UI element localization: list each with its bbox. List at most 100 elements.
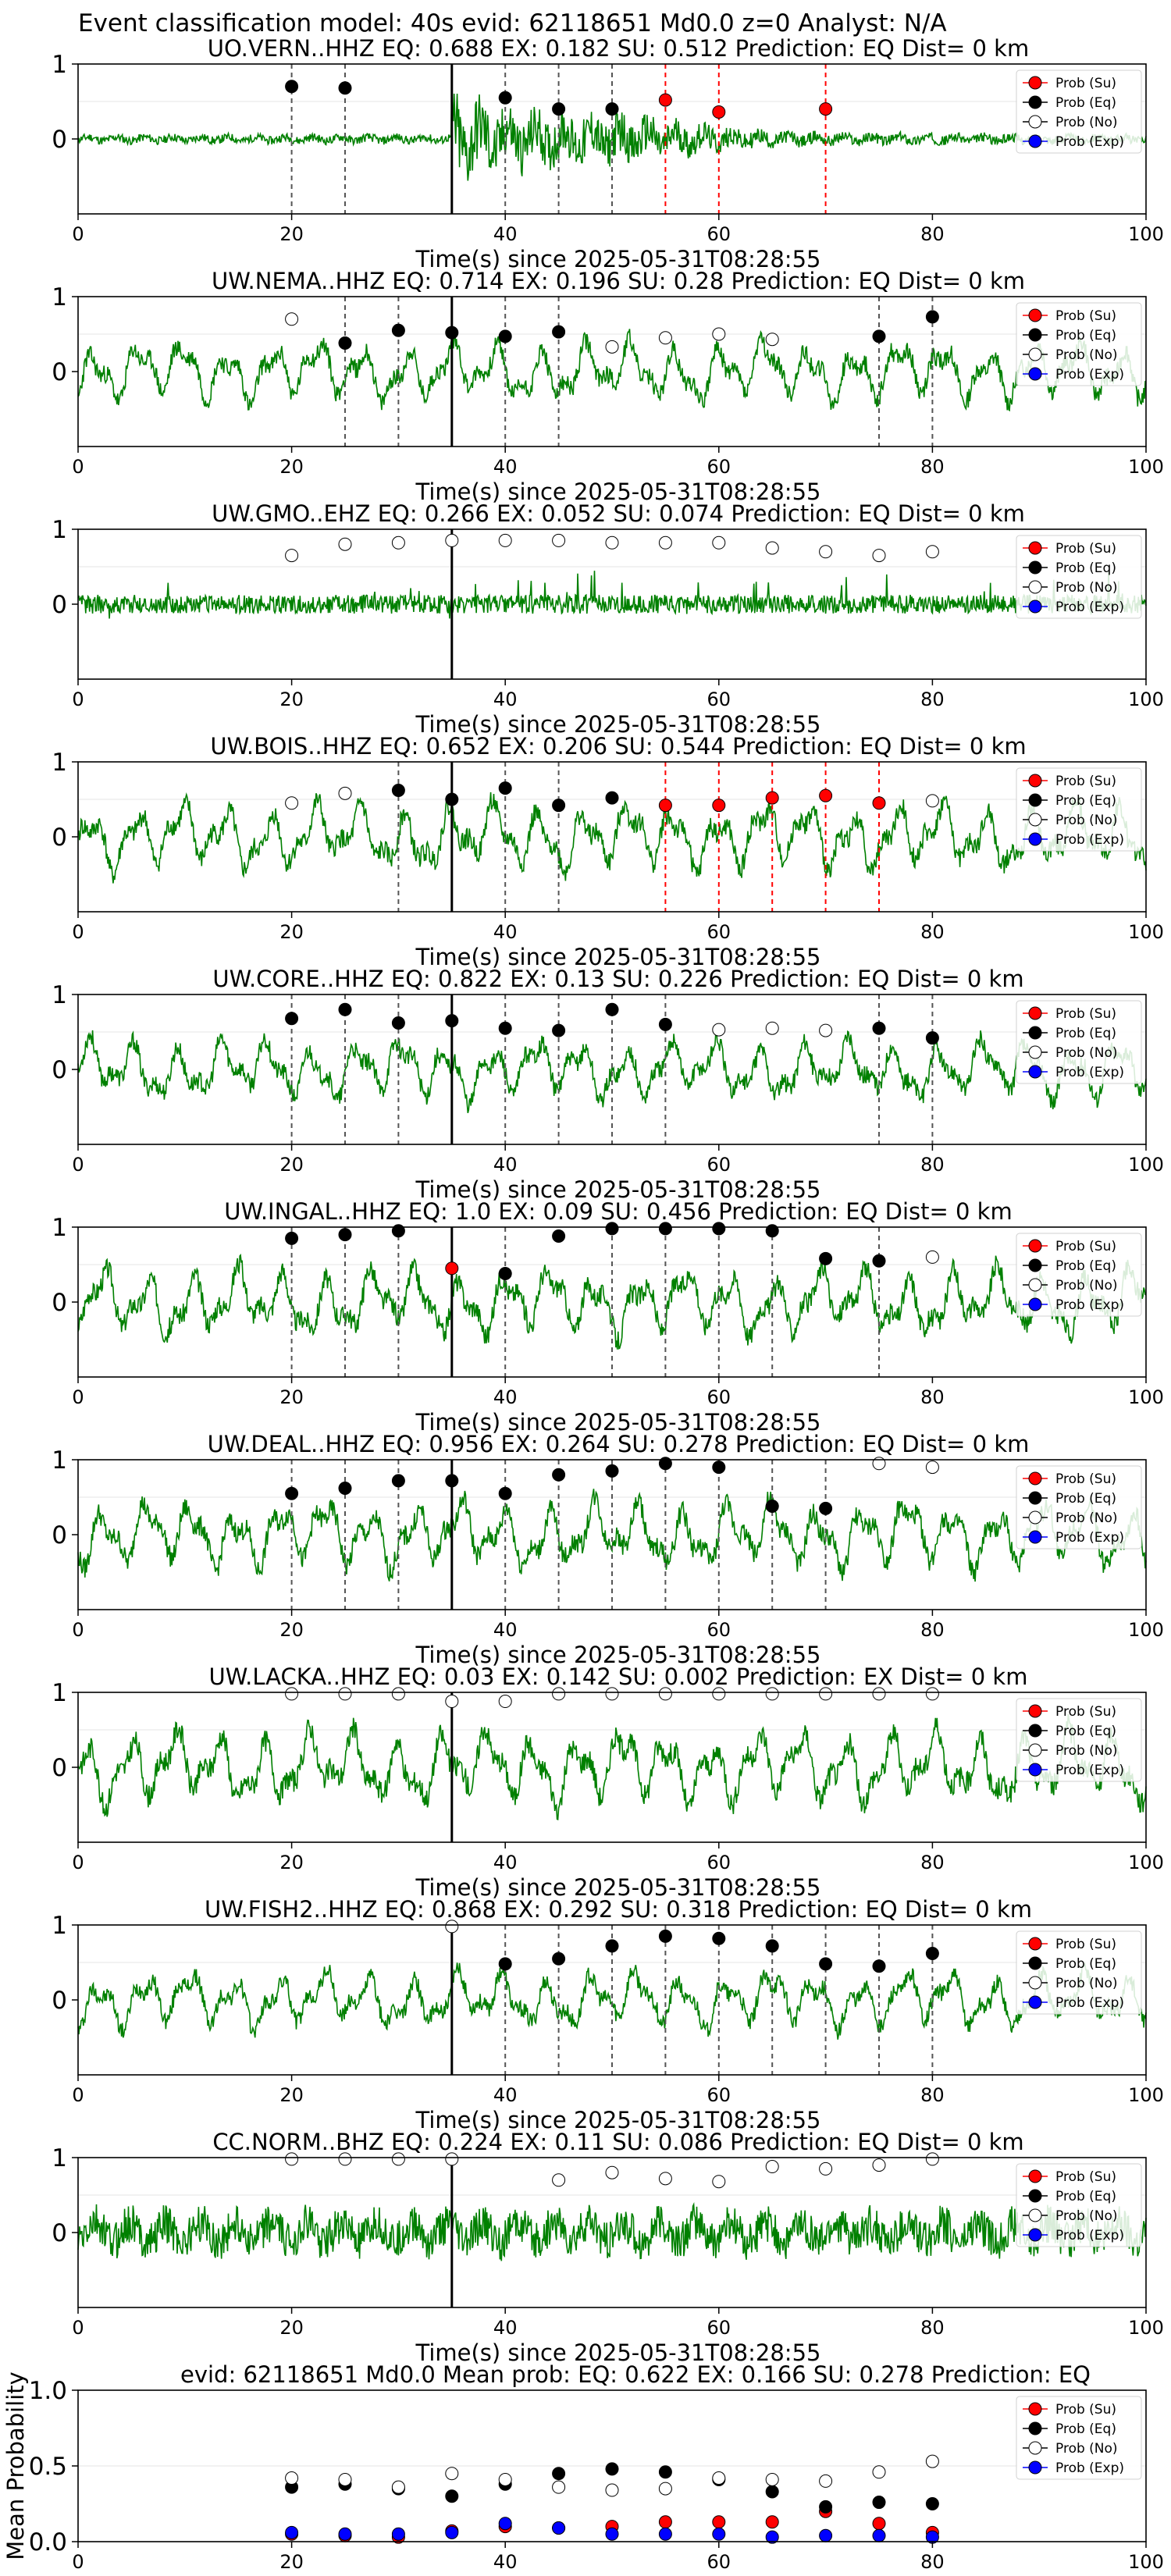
prob-point-no xyxy=(285,312,299,326)
legend-label-eq: Prob (Eq) xyxy=(1055,2189,1116,2204)
prob-point-no xyxy=(658,331,672,345)
y-axis-label: Mean Probability xyxy=(2,2371,29,2560)
prob-point-eq xyxy=(552,1229,566,1244)
prob-point-eq xyxy=(605,791,619,805)
prob-point-eq xyxy=(658,1017,672,1031)
mean-point-eq xyxy=(872,2496,886,2510)
prob-point-no xyxy=(338,537,352,551)
prob-point-no xyxy=(872,2158,886,2172)
mean-point-eq xyxy=(658,2465,672,2479)
prob-point-eq xyxy=(285,80,299,94)
mean-point-no xyxy=(552,2480,566,2494)
legend-marker-eq xyxy=(1028,1491,1042,1505)
xtick-label: 100 xyxy=(1128,2551,1164,2573)
legend-label-exp: Prob (Exp) xyxy=(1055,1297,1124,1313)
mean-point-no xyxy=(819,2474,833,2488)
prob-point-no xyxy=(925,794,939,808)
ytick-label: 0 xyxy=(52,1056,67,1084)
prob-point-no xyxy=(445,2152,459,2166)
ytick-label: 0 xyxy=(52,2219,67,2247)
prob-point-no xyxy=(712,327,726,341)
prob-point-no xyxy=(925,1687,939,1701)
prob-point-no xyxy=(819,2161,833,2176)
legend-label-eq: Prob (Eq) xyxy=(1055,1956,1116,1972)
prob-point-eq xyxy=(765,1939,779,1953)
ytick-label: 1 xyxy=(52,1912,67,1940)
legend-marker-su xyxy=(1028,541,1042,555)
legend-label-no: Prob (No) xyxy=(1055,115,1118,130)
xtick-label: 60 xyxy=(707,2084,731,2106)
prob-point-eq xyxy=(338,1228,352,1242)
prob-point-eq xyxy=(658,1929,672,1943)
x-axis-label: Time(s) since 2025-05-31T08:28:55 xyxy=(415,1176,821,1203)
prob-point-eq xyxy=(338,336,352,350)
legend-marker-no xyxy=(1028,2208,1042,2222)
legend-label-no: Prob (No) xyxy=(1055,2208,1118,2224)
x-axis-label: Time(s) since 2025-05-31T08:28:55 xyxy=(415,711,821,738)
xtick-label: 60 xyxy=(707,2551,731,2573)
prob-point-no xyxy=(338,1687,352,1701)
prob-point-eq xyxy=(391,323,405,337)
prob-point-eq xyxy=(445,326,459,340)
mean-point-su xyxy=(765,2515,779,2529)
mean-point-exp xyxy=(552,2521,566,2535)
prob-point-eq xyxy=(925,1031,939,1045)
legend-label-eq: Prob (Eq) xyxy=(1055,1724,1116,1739)
mean-point-exp xyxy=(819,2528,833,2542)
prob-point-no xyxy=(285,796,299,810)
prob-point-no xyxy=(338,2152,352,2166)
prob-point-eq xyxy=(391,1224,405,1238)
prob-point-su xyxy=(819,102,833,116)
legend-marker-exp xyxy=(1028,1297,1042,1311)
xtick-label: 100 xyxy=(1128,1154,1164,1176)
ytick-label: 0 xyxy=(52,1754,67,1782)
prob-point-no xyxy=(925,545,939,559)
prob-point-no xyxy=(819,1687,833,1701)
prob-point-no xyxy=(819,1023,833,1037)
prob-point-no xyxy=(605,1687,619,1701)
prob-point-eq xyxy=(498,1486,512,1500)
legend-label-su: Prob (Su) xyxy=(1055,1704,1116,1720)
legend-marker-no xyxy=(1028,1976,1042,1990)
legend-label-exp: Prob (Exp) xyxy=(1055,2460,1124,2476)
x-axis-label: Time(s) since 2025-05-31T08:28:55 xyxy=(415,2339,821,2366)
x-axis-label: Time(s) since 2025-05-31T08:28:55 xyxy=(415,246,821,272)
waveform-trace xyxy=(77,2201,1147,2261)
mean-point-eq xyxy=(445,2489,459,2503)
xtick-label: 40 xyxy=(493,1619,518,1641)
xtick-label: 20 xyxy=(279,1852,304,1873)
mean-point-no xyxy=(872,2465,886,2479)
prob-point-eq xyxy=(498,781,512,795)
panel-title: UO.VERN..HHZ EQ: 0.688 EX: 0.182 SU: 0.5… xyxy=(208,35,1029,62)
legend-label-no: Prob (No) xyxy=(1055,347,1118,363)
prob-point-su xyxy=(872,796,886,810)
panel-5: UW.INGAL..HHZ EQ: 1.0 EX: 0.09 SU: 0.456… xyxy=(52,1198,1164,1436)
panel-7: UW.LACKA..HHZ EQ: 0.03 EX: 0.142 SU: 0.0… xyxy=(52,1663,1164,1901)
prob-point-no xyxy=(498,533,512,547)
prob-point-eq xyxy=(285,1012,299,1026)
x-axis-label: Time(s) since 2025-05-31T08:28:55 xyxy=(415,479,821,505)
panels-container: UO.VERN..HHZ EQ: 0.688 EX: 0.182 SU: 0.5… xyxy=(2,35,1164,2573)
legend-label-eq: Prob (Eq) xyxy=(1055,1026,1116,1041)
waveform-trace xyxy=(77,1962,1147,2040)
xtick-label: 100 xyxy=(1128,1852,1164,1873)
legend-label-no: Prob (No) xyxy=(1055,2441,1118,2457)
prob-point-no xyxy=(765,1021,779,1035)
xtick-label: 20 xyxy=(279,1386,304,1408)
legend-marker-eq xyxy=(1028,2189,1042,2203)
legend-label-su: Prob (Su) xyxy=(1055,308,1116,324)
xtick-label: 40 xyxy=(493,1852,518,1873)
legend-marker-su xyxy=(1028,308,1042,322)
prob-point-eq xyxy=(391,783,405,797)
legend-label-exp: Prob (Exp) xyxy=(1055,367,1124,382)
xtick-label: 40 xyxy=(493,921,518,943)
legend-marker-exp xyxy=(1028,1995,1042,2009)
xtick-label: 0 xyxy=(72,688,84,710)
panel-title: CC.NORM..BHZ EQ: 0.224 EX: 0.11 SU: 0.08… xyxy=(212,2129,1023,2155)
legend-label-no: Prob (No) xyxy=(1055,1743,1118,1759)
prob-point-eq xyxy=(658,1457,672,1471)
xtick-label: 60 xyxy=(707,921,731,943)
legend-marker-su xyxy=(1028,76,1042,90)
mean-point-exp xyxy=(445,2525,459,2539)
prob-point-no xyxy=(925,1461,939,1475)
